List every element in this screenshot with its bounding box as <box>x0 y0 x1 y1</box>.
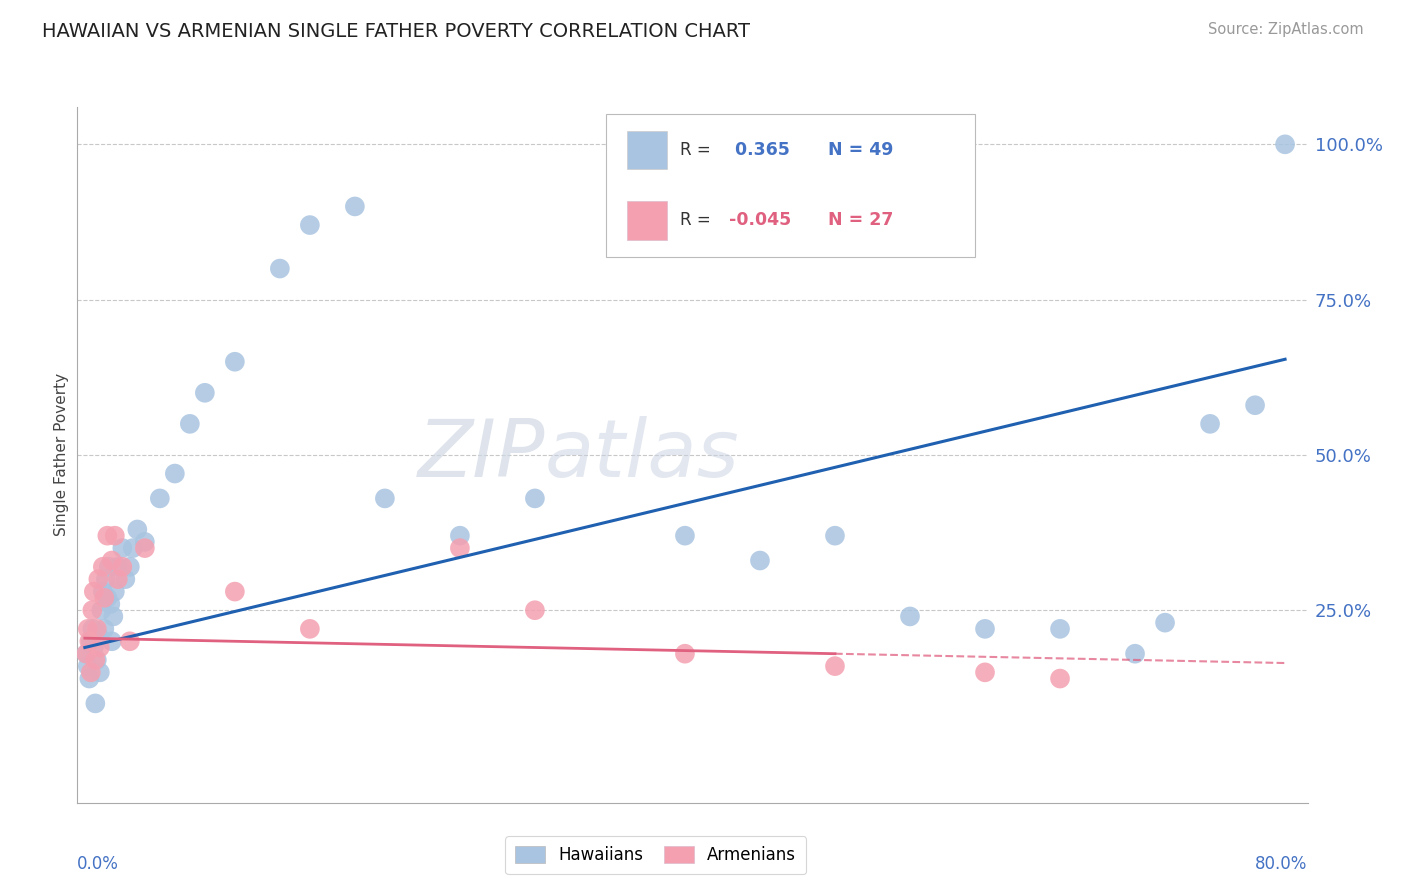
Legend: Hawaiians, Armenians: Hawaiians, Armenians <box>505 837 806 874</box>
Point <box>974 665 997 680</box>
Text: R =: R = <box>681 211 711 229</box>
Text: 80.0%: 80.0% <box>1256 855 1308 873</box>
Point <box>104 529 127 543</box>
Point <box>1049 672 1071 686</box>
Y-axis label: Single Father Poverty: Single Father Poverty <box>53 374 69 536</box>
Text: N = 27: N = 27 <box>828 211 893 229</box>
Point <box>974 622 997 636</box>
Point <box>93 591 115 605</box>
Point <box>673 529 696 543</box>
Bar <box>627 131 666 169</box>
Point <box>111 541 134 555</box>
Point <box>76 659 98 673</box>
Point <box>121 541 143 555</box>
Point <box>93 622 115 636</box>
Point <box>1154 615 1177 630</box>
Point <box>824 529 846 543</box>
Point <box>97 559 120 574</box>
Point <box>149 491 172 506</box>
Point <box>523 603 546 617</box>
Point <box>1123 647 1146 661</box>
Point <box>824 659 846 673</box>
Point <box>269 261 291 276</box>
Point <box>79 672 101 686</box>
Text: -0.045: -0.045 <box>730 211 792 229</box>
Point <box>82 622 104 636</box>
Point <box>523 491 546 506</box>
Point <box>87 572 110 586</box>
Text: 0.365: 0.365 <box>730 141 790 159</box>
Point <box>87 628 110 642</box>
Point <box>75 647 97 661</box>
Point <box>91 584 114 599</box>
Point <box>449 529 471 543</box>
Point <box>224 355 246 369</box>
Point <box>118 634 141 648</box>
Text: atlas: atlas <box>546 416 740 494</box>
Text: N = 49: N = 49 <box>828 141 893 159</box>
Point <box>134 534 156 549</box>
Point <box>1199 417 1222 431</box>
Point <box>80 634 103 648</box>
Text: 0.0%: 0.0% <box>77 855 120 873</box>
Point <box>83 584 105 599</box>
Point <box>127 523 149 537</box>
Point <box>101 553 124 567</box>
Point <box>298 622 321 636</box>
Point <box>343 199 366 213</box>
Point <box>107 572 129 586</box>
Point <box>449 541 471 555</box>
Point <box>76 622 98 636</box>
Point <box>1049 622 1071 636</box>
Point <box>89 640 111 655</box>
Point <box>104 584 127 599</box>
Point <box>1274 137 1296 152</box>
Point <box>86 622 108 636</box>
Text: R =: R = <box>681 141 711 159</box>
Point <box>80 665 103 680</box>
Point <box>298 218 321 232</box>
Point <box>84 697 107 711</box>
Point <box>89 665 111 680</box>
Point <box>96 591 118 605</box>
Text: HAWAIIAN VS ARMENIAN SINGLE FATHER POVERTY CORRELATION CHART: HAWAIIAN VS ARMENIAN SINGLE FATHER POVER… <box>42 22 751 41</box>
Point <box>134 541 156 555</box>
Bar <box>627 202 666 240</box>
Point <box>98 597 121 611</box>
Point <box>96 529 118 543</box>
Point <box>673 647 696 661</box>
Text: Source: ZipAtlas.com: Source: ZipAtlas.com <box>1208 22 1364 37</box>
Point <box>83 640 105 655</box>
Point <box>103 609 125 624</box>
Point <box>75 647 97 661</box>
Point <box>94 572 117 586</box>
Point <box>163 467 186 481</box>
Point <box>107 559 129 574</box>
Point <box>84 653 107 667</box>
Point <box>90 603 112 617</box>
Point <box>111 559 134 574</box>
Point <box>79 634 101 648</box>
Point <box>374 491 396 506</box>
Point <box>82 603 104 617</box>
Point <box>194 385 217 400</box>
Point <box>86 653 108 667</box>
Point <box>898 609 921 624</box>
Point <box>114 572 136 586</box>
Point <box>101 634 124 648</box>
Point <box>179 417 201 431</box>
Point <box>118 559 141 574</box>
Point <box>91 559 114 574</box>
FancyBboxPatch shape <box>606 114 976 257</box>
Point <box>1244 398 1267 412</box>
Text: ZIP: ZIP <box>418 416 546 494</box>
Point <box>224 584 246 599</box>
Point <box>749 553 772 567</box>
